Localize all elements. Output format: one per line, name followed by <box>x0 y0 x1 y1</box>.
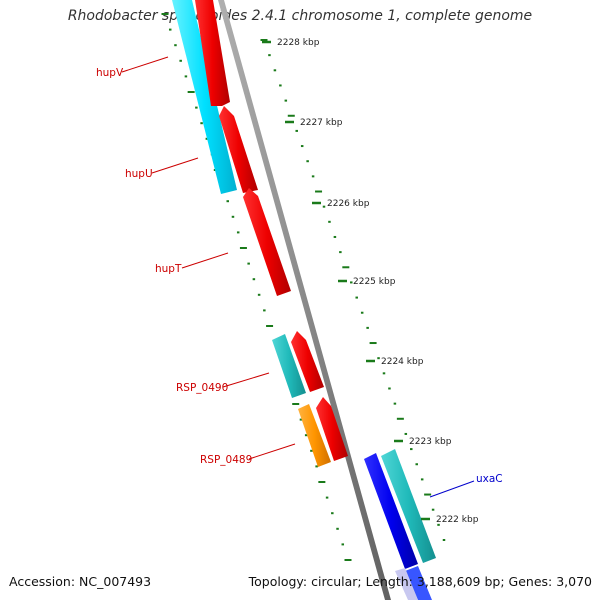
gene-blue-continuation[interactable] <box>405 566 432 600</box>
gene-RSP_0490-red-bar[interactable] <box>291 331 324 392</box>
gene-label-RSP_0489[interactable]: RSP_0489 <box>200 454 252 466</box>
gene-label-leader <box>248 443 296 460</box>
kbp-tick-label: 2228 kbp <box>277 38 320 48</box>
kbp-tick-label: 2225 kbp <box>353 277 396 287</box>
gene-hupV-red-bar[interactable] <box>195 0 230 106</box>
gene-blue-bar[interactable] <box>364 453 418 569</box>
gene-RSP_0489-red-bar[interactable] <box>316 397 348 461</box>
gene-uxaC-teal-bar[interactable] <box>381 449 436 563</box>
accession-info: Accession: NC_007493 <box>9 574 151 589</box>
outer-tick-track <box>260 39 446 541</box>
gene-label-leader <box>429 480 475 498</box>
gene-label-leader <box>222 372 270 388</box>
topology-info: Topology: circular; Length: 3,188,609 bp… <box>248 574 592 589</box>
kbp-tick-label: 2227 kbp <box>300 118 343 128</box>
chromosome-backbone <box>218 0 391 600</box>
gene-RSP_0489-orange-bar[interactable] <box>298 404 331 467</box>
kbp-tick-label: 2226 kbp <box>327 199 370 209</box>
inner-tick-track <box>161 13 352 561</box>
kbp-tick-label: 2223 kbp <box>409 437 452 447</box>
gene-lavender-continuation[interactable] <box>395 568 418 600</box>
gene-label-hupT[interactable]: hupT <box>155 263 182 275</box>
accession-value: NC_007493 <box>79 574 152 589</box>
gene-label-hupU[interactable]: hupU <box>125 168 153 180</box>
gene-label-leader <box>151 157 199 174</box>
gene-label-hupV[interactable]: hupV <box>96 67 124 79</box>
accession-label: Accession: <box>9 574 76 589</box>
gene-label-RSP_0490[interactable]: RSP_0490 <box>176 382 228 394</box>
kbp-scale: 2228 kbp 2227 kbp 2226 kbp 2225 kbp 2224 kbp… <box>262 38 479 525</box>
gene-label-uxaC[interactable]: uxaC <box>476 473 503 485</box>
gene-label-leader <box>181 252 229 269</box>
gene-hupU-bar[interactable] <box>219 106 258 193</box>
gene-RSP_0490-teal-bar[interactable] <box>272 334 306 398</box>
gene-label-leader <box>121 56 169 73</box>
kbp-tick-label: 2222 kbp <box>436 515 479 525</box>
gene-labels: hupV hupU hupT RSP_0490 RSP_0489 uxaC <box>96 56 503 498</box>
gene-hupT-bar[interactable] <box>243 188 291 296</box>
kbp-tick-label: 2224 kbp <box>381 357 424 367</box>
gene-hupV-bar[interactable] <box>172 0 237 194</box>
